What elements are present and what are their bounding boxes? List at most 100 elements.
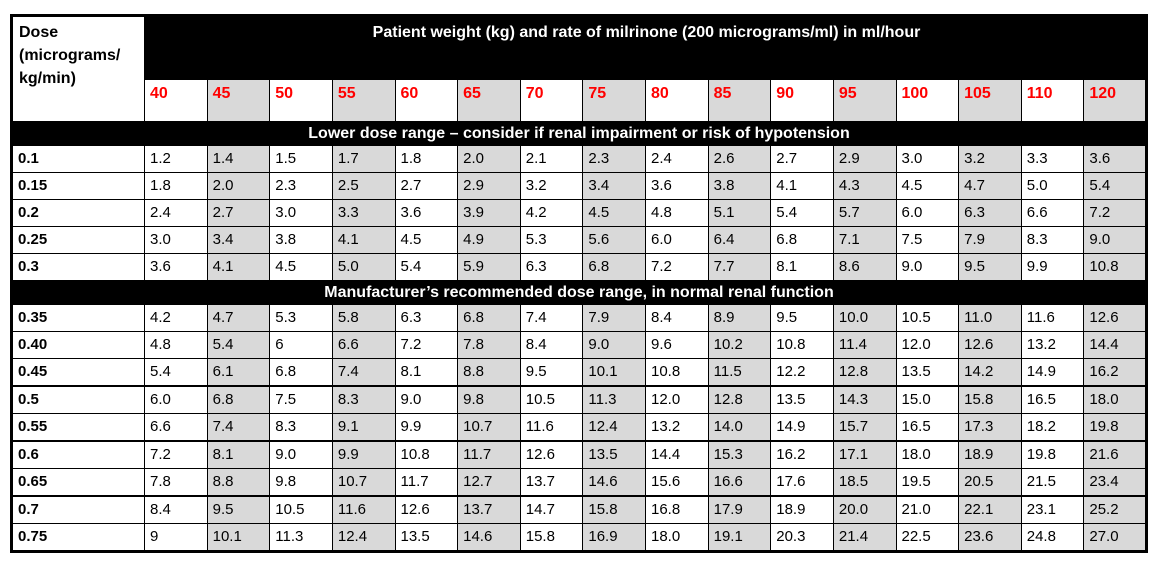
rate-cell: 10.5 [519, 385, 584, 414]
rate-cell: 13.7 [457, 495, 521, 524]
rate-cell: 12.2 [770, 358, 834, 387]
weight-band-title: Patient weight (kg) and rate of milrinon… [144, 15, 1147, 80]
rate-cell: 17.9 [707, 495, 772, 524]
rate-cell: 6.3 [394, 304, 459, 332]
rate-cell: 21.0 [895, 495, 960, 524]
rate-cell: 8.8 [206, 468, 271, 497]
rate-cell: 6.0 [895, 199, 960, 227]
dose-cell: 0.40 [11, 331, 145, 359]
rate-cell: 3.3 [331, 199, 396, 227]
rate-cell: 3.0 [895, 145, 960, 173]
rate-cell: 14.4 [1083, 331, 1147, 359]
rate-cell: 4.7 [206, 304, 271, 332]
rate-cell: 22.1 [958, 495, 1022, 524]
dose-row: 0.15 1.8 2.0 2.3 2.5 2.7 2.9 3.2 3.4 3.6 3.8 4.1 4.3… [11, 172, 1147, 200]
rate-cell: 9.0 [582, 331, 646, 359]
rate-cell: 8.9 [707, 304, 772, 332]
table-body: Dose (micrograms/ kg/min) Patient weight… [11, 15, 1147, 552]
weight-header-cell: 100 [895, 79, 960, 122]
rate-cell: 10.7 [457, 413, 521, 442]
rate-cell: 2.4 [645, 145, 709, 173]
weight-header-cell: 90 [770, 79, 834, 122]
dose-header-line: kg/min) [19, 70, 76, 87]
rate-cell: 5.0 [1020, 172, 1085, 200]
rate-cell: 19.5 [895, 468, 960, 497]
rate-cell: 5.4 [144, 358, 208, 387]
rate-cell: 4.8 [144, 331, 208, 359]
rate-cell: 15.8 [958, 385, 1022, 414]
dose-row: 0.75 9 10.1 11.3 12.4 13.5 14.6 15.8 16.9 18.0 19.… [11, 523, 1147, 552]
rate-cell: 8.3 [269, 413, 333, 442]
dose-cell: 0.1 [11, 145, 145, 173]
rate-cell: 7.9 [958, 226, 1022, 254]
weight-header-cell: 75 [582, 79, 646, 122]
rate-cell: 17.1 [832, 440, 897, 469]
rate-cell: 12.7 [457, 468, 521, 497]
dose-row: 0.1 1.2 1.4 1.5 1.7 1.8 2.0 2.1 2.3 2.4 2.6 2.7 2.9 3… [11, 145, 1147, 173]
rate-cell: 3.6 [144, 253, 208, 281]
rate-cell: 7.2 [1083, 199, 1147, 227]
rate-cell: 3.9 [457, 199, 521, 227]
rate-cell: 9 [144, 523, 208, 552]
dose-cell: 0.15 [11, 172, 145, 200]
rate-cell: 9.9 [331, 440, 396, 469]
rate-cell: 2.6 [707, 145, 772, 173]
rate-cell: 25.2 [1083, 495, 1147, 524]
rate-cell: 9.0 [1083, 226, 1147, 254]
rate-cell: 5.4 [206, 331, 271, 359]
rate-cell: 8.4 [519, 331, 584, 359]
weight-header-cell: 55 [331, 79, 396, 122]
dose-header-line: (micrograms/ [19, 47, 121, 64]
rate-cell: 18.0 [645, 523, 709, 552]
rate-cell: 14.6 [582, 468, 646, 497]
rate-cell: 13.5 [582, 440, 646, 469]
rate-cell: 4.3 [832, 172, 897, 200]
rate-cell: 10.2 [707, 331, 772, 359]
rate-cell: 13.7 [519, 468, 584, 497]
rate-cell: 4.5 [394, 226, 459, 254]
rate-cell: 4.1 [331, 226, 396, 254]
rate-cell: 16.2 [770, 440, 834, 469]
rate-cell: 4.8 [645, 199, 709, 227]
rate-cell: 10.5 [269, 495, 333, 524]
rate-cell: 11.0 [958, 304, 1022, 332]
rate-cell: 9.8 [269, 468, 333, 497]
rate-cell: 18.5 [832, 468, 897, 497]
rate-cell: 5.4 [770, 199, 834, 227]
rate-cell: 4.9 [457, 226, 521, 254]
rate-cell: 12.6 [519, 440, 584, 469]
rate-cell: 13.2 [1020, 331, 1085, 359]
dose-row: 0.7 8.4 9.5 10.5 11.6 12.6 13.7 14.7 15.8 16.8 17.… [11, 495, 1147, 524]
rate-cell: 14.3 [832, 385, 897, 414]
rate-cell: 18.2 [1020, 413, 1085, 442]
section-band-row: Manufacturer’s recommended dose range, i… [11, 280, 1147, 305]
rate-cell: 20.0 [832, 495, 897, 524]
rate-cell: 11.3 [582, 385, 646, 414]
rate-cell: 13.5 [770, 385, 834, 414]
rate-cell: 20.3 [770, 523, 834, 552]
rate-cell: 2.9 [457, 172, 521, 200]
rate-cell: 18.9 [958, 440, 1022, 469]
rate-cell: 13.2 [645, 413, 709, 442]
rate-cell: 11.6 [519, 413, 584, 442]
rate-cell: 12.4 [331, 523, 396, 552]
rate-cell: 7.2 [645, 253, 709, 281]
rate-cell: 2.1 [519, 145, 584, 173]
rate-cell: 1.8 [144, 172, 208, 200]
rate-cell: 19.8 [1020, 440, 1085, 469]
rate-cell: 5.4 [394, 253, 459, 281]
rate-cell: 3.6 [394, 199, 459, 227]
rate-cell: 15.0 [895, 385, 960, 414]
rate-cell: 12.6 [958, 331, 1022, 359]
rate-cell: 16.8 [645, 495, 709, 524]
dose-row: 0.3 3.6 4.1 4.5 5.0 5.4 5.9 6.3 6.8 7.2 7.7 8.1 8.6 9… [11, 253, 1147, 281]
rate-cell: 4.1 [206, 253, 271, 281]
rate-cell: 3.0 [269, 199, 333, 227]
rate-cell: 8.6 [832, 253, 897, 281]
dose-cell: 0.3 [11, 253, 145, 281]
rate-cell: 6.0 [645, 226, 709, 254]
rate-cell: 8.3 [1020, 226, 1085, 254]
dose-row: 0.35 4.2 4.7 5.3 5.8 6.3 6.8 7.4 7.9 8.4 8.9 9.5 10.… [11, 304, 1147, 332]
rate-cell: 9.5 [519, 358, 584, 387]
